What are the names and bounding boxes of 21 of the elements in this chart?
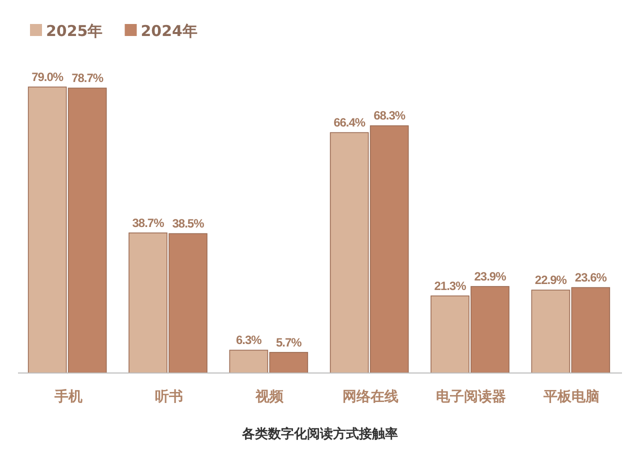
data-label: 23.9% [474, 269, 507, 284]
data-label: 38.7% [132, 216, 165, 230]
data-label: 5.7% [276, 335, 302, 350]
x-tick-label: 听书 [155, 388, 183, 405]
data-label: 79.0% [32, 70, 64, 84]
x-tick-label: 视频 [254, 388, 285, 405]
x-axis-title: 各类数字化阅读方式接触率 [241, 426, 398, 442]
data-label: 68.3% [374, 108, 406, 123]
x-tick-label: 手机 [53, 388, 82, 405]
data-label: 21.3% [434, 278, 467, 293]
data-label: 22.9% [534, 273, 568, 288]
data-label: 66.4% [334, 116, 366, 130]
x-tick-label: 平板电脑 [542, 388, 600, 405]
x-tick-label: 网络在线 [342, 389, 398, 405]
data-label: 6.3% [236, 333, 262, 348]
x-tick-label: 电子阅读器 [436, 389, 506, 405]
legend-label: 2024年 [140, 22, 198, 40]
data-label: 78.7% [72, 71, 104, 86]
legend-label: 2025年 [46, 22, 103, 40]
data-label: 23.6% [574, 270, 608, 285]
data-label: 38.5% [172, 216, 205, 231]
